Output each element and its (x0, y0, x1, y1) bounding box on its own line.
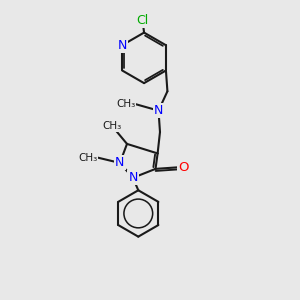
Text: O: O (178, 161, 189, 174)
Text: N: N (118, 39, 127, 52)
Text: N: N (128, 171, 138, 184)
Text: CH₃: CH₃ (78, 153, 98, 163)
Text: Cl: Cl (136, 14, 149, 27)
Text: N: N (154, 104, 163, 117)
Text: N: N (115, 156, 124, 170)
Text: CH₃: CH₃ (103, 121, 122, 131)
Text: CH₃: CH₃ (116, 99, 135, 109)
